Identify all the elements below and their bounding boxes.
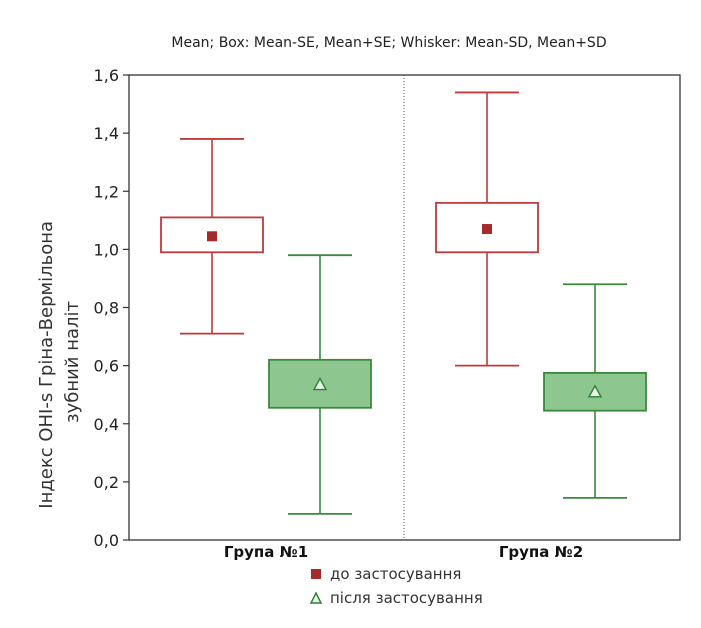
mean-marker-triangle xyxy=(312,377,328,391)
y-tick-label: 1,2 xyxy=(94,182,119,201)
square-marker-icon xyxy=(311,569,321,579)
box-group xyxy=(268,254,372,515)
y-axis-label-line-1: Індекс OHI-s Гріна-Вермільона xyxy=(36,221,57,509)
y-tick-label: 0,0 xyxy=(94,531,119,550)
legend-label-before: до застосування xyxy=(330,565,462,583)
mean-marker-triangle xyxy=(587,384,603,398)
x-category-label: Група №2 xyxy=(499,543,583,561)
y-tick-label: 1,0 xyxy=(94,240,119,259)
triangle-marker-icon xyxy=(310,592,322,604)
y-tick-label: 0,6 xyxy=(94,357,119,376)
series-boxes xyxy=(160,91,647,515)
y-axis-label-line-2: зубний наліт xyxy=(62,301,83,423)
mean-marker-square xyxy=(482,224,492,235)
y-tick-label: 0,4 xyxy=(94,415,119,434)
x-category-label: Група №1 xyxy=(224,543,308,561)
y-tick-label: 1,4 xyxy=(94,124,119,143)
box-group xyxy=(543,283,647,499)
y-axis-ticks: 0,0 0,2 0,4 0,6 0,8 1,0 1,2 1,4 1,6 xyxy=(94,66,129,550)
legend: до застосування після застосування xyxy=(310,562,690,610)
legend-label-after: після застосування xyxy=(330,589,483,607)
y-tick-label: 1,6 xyxy=(94,66,119,85)
box-group xyxy=(435,91,539,367)
chart-title: Mean; Box: Mean-SE, Mean+SE; Whisker: Me… xyxy=(171,35,606,51)
y-tick-label: 0,8 xyxy=(94,299,119,318)
x-axis-category-labels: Група №1 Група №2 xyxy=(224,543,583,561)
y-tick-label: 0,2 xyxy=(94,473,119,492)
mean-marker-square xyxy=(207,231,217,242)
legend-item-before: до застосування xyxy=(310,562,690,586)
box-group xyxy=(160,138,264,335)
legend-item-after: після застосування xyxy=(310,586,690,610)
y-axis-label: Індекс OHI-s Гріна-Вермільона зубний нал… xyxy=(36,215,83,508)
